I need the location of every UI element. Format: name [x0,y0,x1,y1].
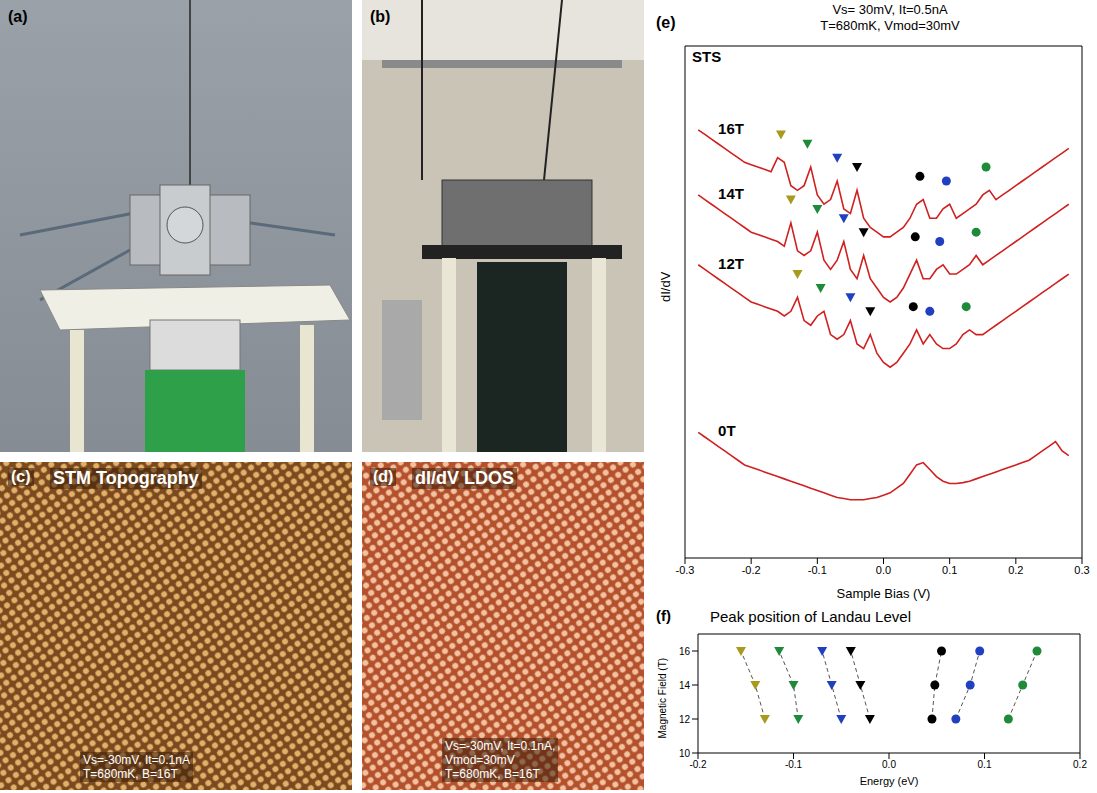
html-text:T=680mK, B=16T: T=680mK, B=16T [83,767,178,781]
html-text:STM Topography: STM Topography [53,468,199,488]
svg-text:dI/dV: dI/dV [658,271,673,302]
html-text:Vmod=30mV: Vmod=30mV [445,753,515,767]
html-text:Peak position of Landau Level: Peak position of Landau Level [710,608,911,625]
html-text:Vs=-30mV, It=0.1nA: Vs=-30mV, It=0.1nA [83,753,190,767]
svg-text:0.0: 0.0 [882,759,896,770]
svg-text:-0.3: -0.3 [676,564,695,576]
svg-text:0.0: 0.0 [876,564,891,576]
svg-text:-0.2: -0.2 [689,759,707,770]
svg-text:Sample Bias (V): Sample Bias (V) [837,586,931,601]
svg-text:16T: 16T [718,120,744,137]
svg-text:0.1: 0.1 [942,564,957,576]
svg-text:14: 14 [679,680,691,691]
html-text:Vs= 30mV, It=0.5nA: Vs= 30mV, It=0.5nA [832,2,948,17]
svg-text:0T: 0T [718,422,736,439]
svg-text:12: 12 [679,714,691,725]
svg-text:0.1: 0.1 [978,759,992,770]
svg-text:12T: 12T [718,255,744,272]
html-text:dI/dV LDOS: dI/dV LDOS [415,468,514,488]
svg-text:14T: 14T [718,185,744,202]
svg-text:-0.1: -0.1 [808,564,827,576]
html-text:STS: STS [692,48,722,65]
svg-text:Energy (eV): Energy (eV) [860,775,919,787]
html-text:T=680mK, B=16T: T=680mK, B=16T [445,767,540,781]
svg-text:-0.1: -0.1 [785,759,803,770]
svg-text:10: 10 [679,748,691,759]
html-text:Vs=-30mV, It=0.1nA,: Vs=-30mV, It=0.1nA, [445,739,556,753]
svg-text:0.2: 0.2 [1008,564,1023,576]
svg-text:-0.2: -0.2 [742,564,761,576]
html-text:(f): (f) [656,607,671,624]
html-text:(c): (c) [11,468,31,485]
html-text:T=680mK, Vmod=30mV: T=680mK, Vmod=30mV [820,18,960,33]
svg-text:(a): (a) [8,8,28,25]
svg-text:0.2: 0.2 [1073,759,1087,770]
svg-text:Magnetic Field (T): Magnetic Field (T) [657,658,668,739]
html-text:(e): (e) [656,14,676,31]
html-text:(d): (d) [373,468,394,485]
svg-text:16: 16 [679,646,691,657]
svg-text:(b): (b) [370,8,390,25]
svg-text:0.3: 0.3 [1074,564,1089,576]
